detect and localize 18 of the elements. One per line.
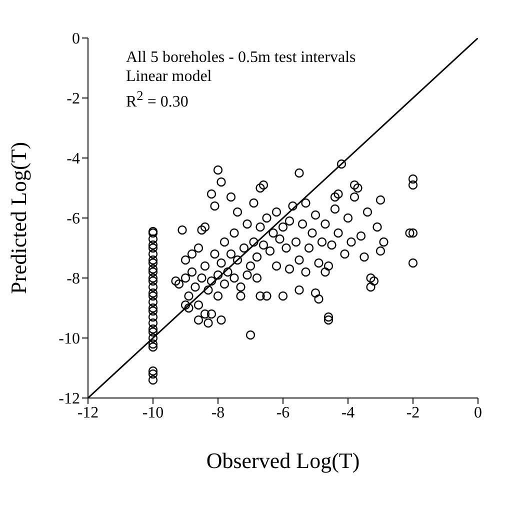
y-tick-label: -8 — [66, 270, 80, 288]
y-tick-label: -4 — [66, 150, 80, 168]
y-tick-label: -10 — [58, 330, 80, 348]
y-axis-title: Predicted Log(T) — [6, 142, 31, 294]
x-tick-label: -2 — [406, 404, 420, 422]
x-tick-label: 0 — [474, 404, 482, 422]
x-tick-label: -8 — [211, 404, 225, 422]
annotation: All 5 boreholes - 0.5m test intervals — [126, 48, 356, 67]
y-tick-label: -2 — [66, 90, 80, 108]
y-tick-label: -6 — [66, 210, 80, 228]
y-tick-label: 0 — [72, 30, 80, 48]
x-tick-label: -6 — [276, 404, 290, 422]
x-tick-label: -4 — [341, 404, 355, 422]
x-axis-title: Observed Log(T) — [206, 448, 360, 473]
x-tick-label: -10 — [142, 404, 164, 422]
annotation: R$^{2}$ = 0.30 — [126, 87, 190, 112]
y-tick-label: -12 — [58, 390, 80, 408]
annotation: Linear model — [126, 67, 213, 86]
